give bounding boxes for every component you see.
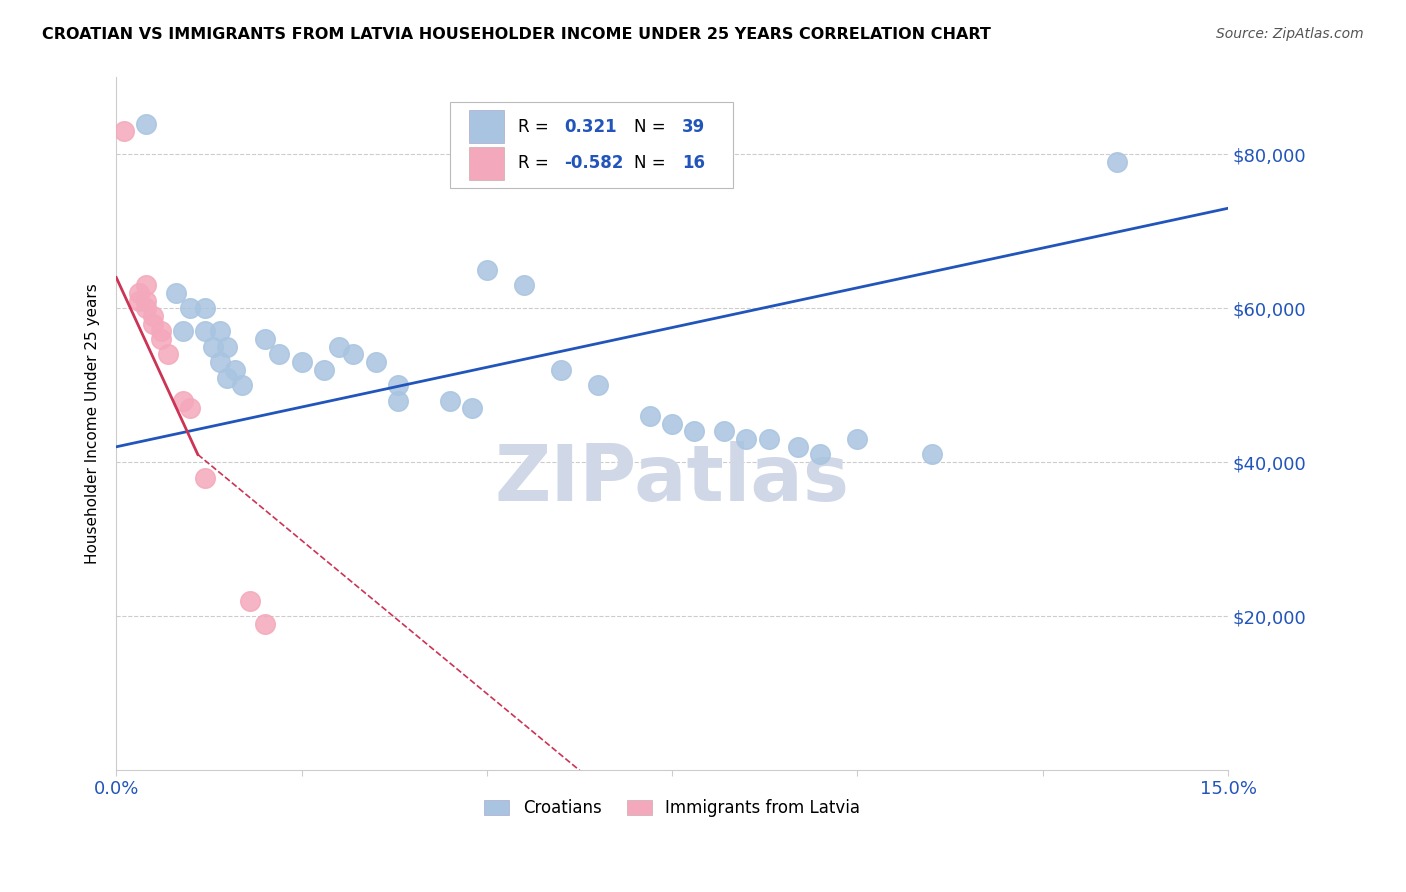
Point [179, 401, 201, 416]
Point [364, 355, 387, 369]
Point [172, 324, 194, 338]
Point [208, 324, 231, 338]
Point [713, 425, 735, 439]
Point [328, 340, 350, 354]
Point [135, 301, 157, 316]
Point [217, 370, 239, 384]
Point [290, 355, 312, 369]
Point [135, 278, 157, 293]
Point [342, 347, 364, 361]
Point [165, 285, 187, 300]
Point [239, 593, 262, 607]
Point [846, 432, 869, 446]
Point [387, 393, 409, 408]
Point [128, 293, 150, 308]
Point [638, 409, 661, 423]
Text: -0.582: -0.582 [564, 154, 624, 172]
Point [735, 432, 758, 446]
Text: CROATIAN VS IMMIGRANTS FROM LATVIA HOUSEHOLDER INCOME UNDER 25 YEARS CORRELATION: CROATIAN VS IMMIGRANTS FROM LATVIA HOUSE… [42, 27, 991, 42]
Point [179, 301, 201, 316]
Point [128, 285, 150, 300]
Point [224, 363, 246, 377]
Point [461, 401, 484, 416]
Point [808, 448, 831, 462]
Point [231, 378, 253, 392]
Point [194, 301, 217, 316]
Text: R =: R = [517, 118, 554, 136]
Point [683, 425, 706, 439]
Text: 0.321: 0.321 [564, 118, 617, 136]
Point [142, 309, 165, 323]
Text: R =: R = [517, 154, 554, 172]
Point [758, 432, 780, 446]
Point [550, 363, 572, 377]
Point [661, 417, 683, 431]
Text: N =: N = [634, 154, 671, 172]
Point [135, 293, 157, 308]
Point [208, 355, 231, 369]
Point [787, 440, 810, 454]
Point [201, 340, 224, 354]
Point [387, 378, 409, 392]
Point [142, 317, 165, 331]
Point [439, 393, 461, 408]
Text: N =: N = [634, 118, 671, 136]
Text: 16: 16 [682, 154, 706, 172]
Point [269, 347, 291, 361]
Point [149, 324, 172, 338]
Point [135, 117, 157, 131]
Point [312, 363, 335, 377]
Point [194, 470, 217, 484]
Point [112, 124, 135, 138]
Point [149, 332, 172, 346]
Point [172, 393, 194, 408]
Y-axis label: Householder Income Under 25 years: Householder Income Under 25 years [86, 284, 100, 564]
Point [475, 262, 498, 277]
Point [217, 340, 239, 354]
Point [253, 332, 276, 346]
Bar [468, 110, 505, 144]
Point [513, 278, 536, 293]
Point [1105, 155, 1128, 169]
FancyBboxPatch shape [450, 102, 734, 188]
Text: Source: ZipAtlas.com: Source: ZipAtlas.com [1216, 27, 1364, 41]
Point [586, 378, 609, 392]
Point [194, 324, 217, 338]
Text: 39: 39 [682, 118, 706, 136]
Point [921, 448, 943, 462]
Text: ZIPatlas: ZIPatlas [495, 442, 849, 517]
Point [157, 347, 180, 361]
Point [253, 616, 276, 631]
Bar [468, 146, 505, 180]
Legend: Croatians, Immigrants from Latvia: Croatians, Immigrants from Latvia [478, 793, 866, 824]
